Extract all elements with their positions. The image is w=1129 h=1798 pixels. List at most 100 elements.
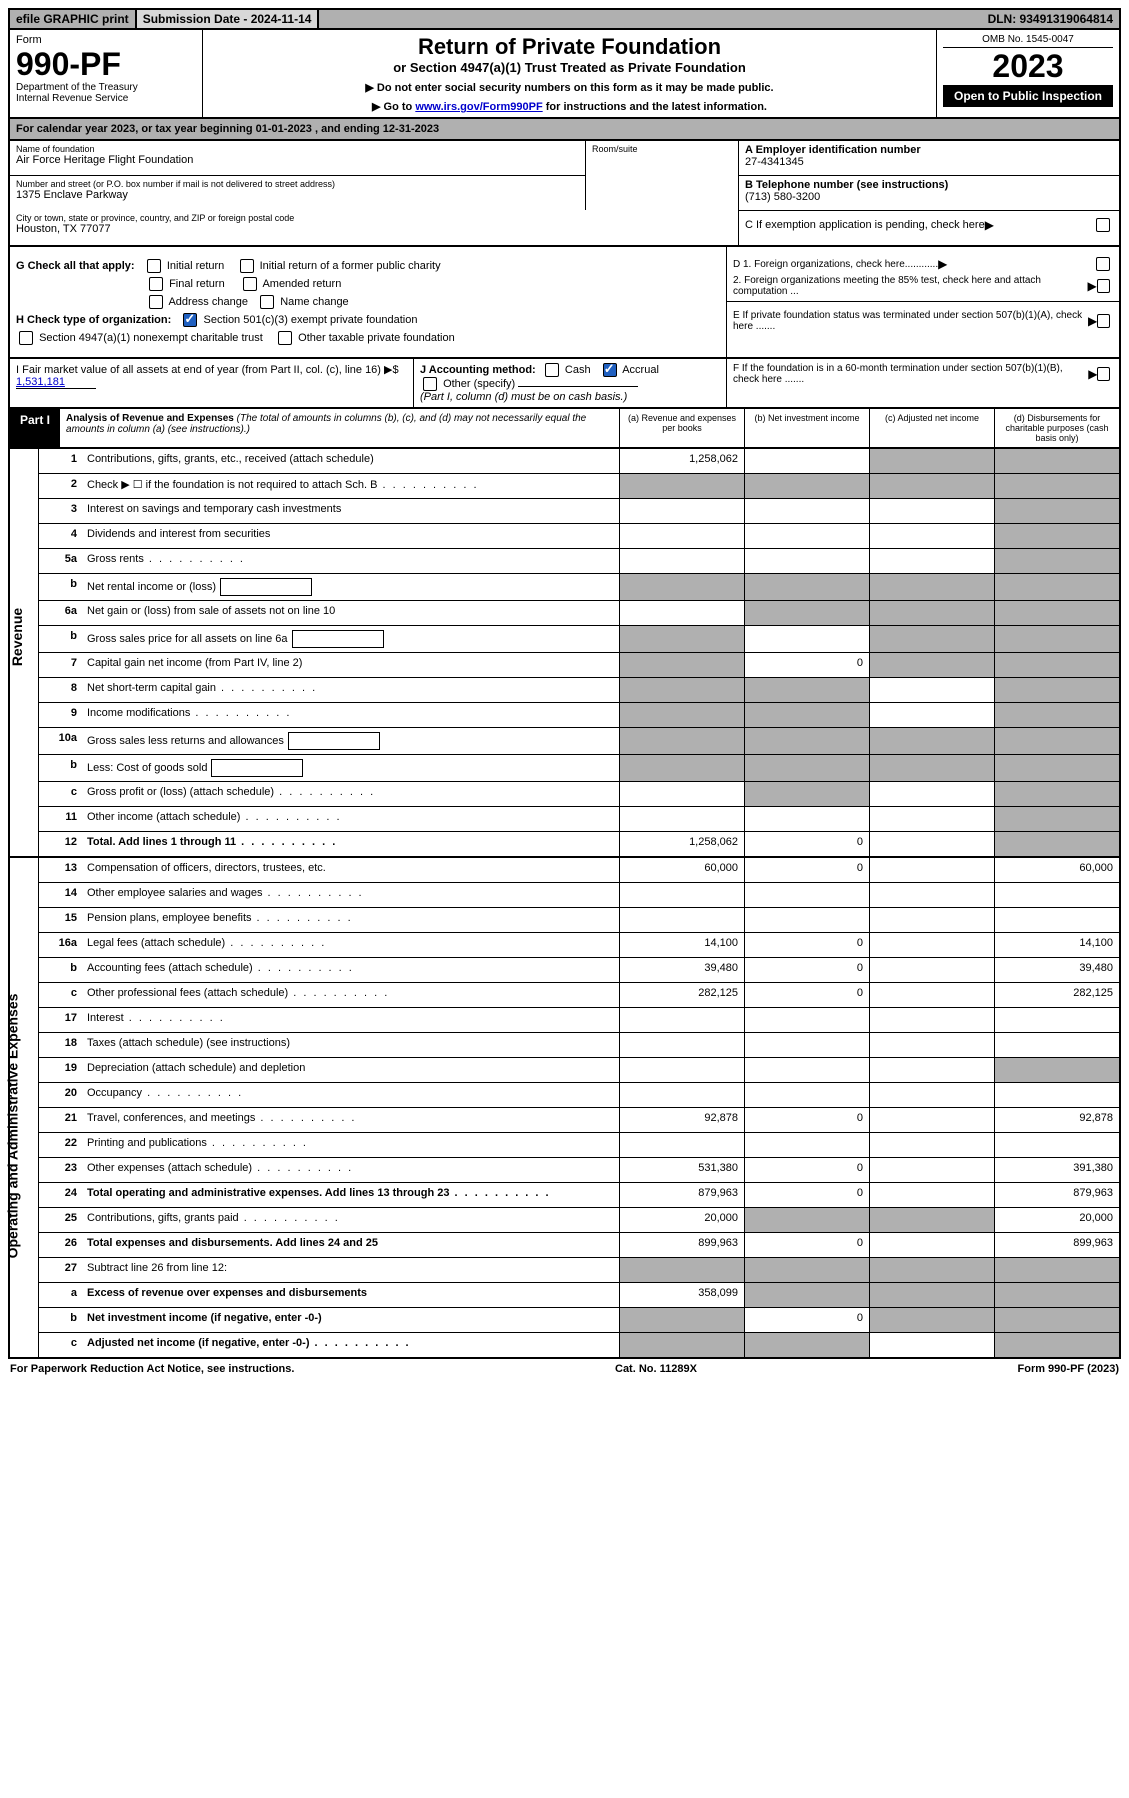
d2-cb[interactable] [1097, 279, 1110, 293]
value-cell [619, 1058, 744, 1082]
value-cell [994, 601, 1119, 625]
value-cell [869, 1008, 994, 1032]
ein-value: 27-4341345 [745, 156, 1113, 168]
value-cell [744, 524, 869, 548]
g-initial-former-cb[interactable] [240, 259, 254, 273]
dept-treasury: Department of the Treasury [16, 82, 196, 93]
value-cell [619, 601, 744, 625]
form-label: Form [16, 34, 196, 46]
value-cell [869, 983, 994, 1007]
value-cell [994, 807, 1119, 831]
h-label: H Check type of organization: [16, 314, 171, 326]
line-number: c [39, 782, 81, 806]
h-501c3-cb[interactable] [183, 313, 197, 327]
line-number: c [39, 1333, 81, 1357]
f-cb[interactable] [1097, 367, 1110, 381]
line-number: 9 [39, 703, 81, 727]
g-amended-cb[interactable] [243, 277, 257, 291]
value-cell [619, 1333, 744, 1357]
value-cell: 60,000 [619, 858, 744, 882]
value-cell [619, 782, 744, 806]
value-cell [619, 499, 744, 523]
instructions-link-line: ▶ Go to www.irs.gov/Form990PF for instru… [209, 100, 930, 113]
value-cell: 879,963 [994, 1183, 1119, 1207]
instructions-link[interactable]: www.irs.gov/Form990PF [415, 101, 542, 113]
value-cell [869, 1158, 994, 1182]
line-number: 26 [39, 1233, 81, 1257]
i-fmv-link[interactable]: 1,531,181 [16, 376, 96, 389]
line-number: 21 [39, 1108, 81, 1132]
line-number: b [39, 958, 81, 982]
h-other-cb[interactable] [278, 331, 292, 345]
line-description: Check ▶ ☐ if the foundation is not requi… [81, 474, 619, 498]
j-accrual-cb[interactable] [603, 363, 617, 377]
col-b-header: (b) Net investment income [744, 409, 869, 447]
j-cash-cb[interactable] [545, 363, 559, 377]
table-row: 15Pension plans, employee benefits [39, 908, 1119, 933]
g-final-return-cb[interactable] [149, 277, 163, 291]
g-opt-1: Initial return of a former public charit… [260, 260, 441, 272]
e-cb[interactable] [1097, 314, 1110, 328]
g-opt-0: Initial return [167, 260, 224, 272]
value-cell [869, 549, 994, 573]
value-cell [744, 782, 869, 806]
table-row: 26Total expenses and disbursements. Add … [39, 1233, 1119, 1258]
value-cell [744, 678, 869, 702]
value-cell: 0 [744, 858, 869, 882]
note2-pre: ▶ Go to [372, 101, 415, 113]
value-cell [619, 908, 744, 932]
j-accrual: Accrual [622, 364, 659, 376]
foundation-address: 1375 Enclave Parkway [16, 189, 579, 201]
value-cell [994, 574, 1119, 600]
efile-print[interactable]: efile GRAPHIC print [10, 10, 137, 28]
value-cell [994, 499, 1119, 523]
line-description: Income modifications [81, 703, 619, 727]
value-cell [994, 755, 1119, 781]
value-cell: 20,000 [619, 1208, 744, 1232]
line-number: 7 [39, 653, 81, 677]
e-label: E If private foundation status was termi… [733, 310, 1088, 332]
tel-label: B Telephone number (see instructions) [745, 179, 1113, 191]
j-other: Other (specify) [443, 378, 515, 390]
expenses-side-label: Operating and Administrative Expenses [4, 994, 20, 1259]
value-cell [869, 626, 994, 652]
value-cell [994, 653, 1119, 677]
g-name-change-cb[interactable] [260, 295, 274, 309]
c-pending-checkbox[interactable] [1096, 218, 1110, 232]
d1-cb[interactable] [1096, 257, 1110, 271]
value-cell [994, 1133, 1119, 1157]
j-other-cb[interactable] [423, 377, 437, 391]
value-cell: 1,258,062 [619, 832, 744, 856]
g-opt-5: Name change [280, 296, 349, 308]
line-number: 24 [39, 1183, 81, 1207]
table-row: cOther professional fees (attach schedul… [39, 983, 1119, 1008]
value-cell [994, 832, 1119, 856]
value-cell: 0 [744, 1233, 869, 1257]
dln: DLN: 93491319064814 [982, 10, 1119, 28]
d2-label: 2. Foreign organizations meeting the 85%… [733, 275, 1087, 297]
value-cell [869, 883, 994, 907]
value-cell [869, 1058, 994, 1082]
footer-left: For Paperwork Reduction Act Notice, see … [10, 1363, 294, 1375]
value-cell: 39,480 [994, 958, 1119, 982]
line-description: Dividends and interest from securities [81, 524, 619, 548]
expenses-table: Operating and Administrative Expenses 13… [8, 858, 1121, 1359]
value-cell [994, 449, 1119, 473]
line-number: 25 [39, 1208, 81, 1232]
value-cell [869, 1258, 994, 1282]
value-cell: 39,480 [619, 958, 744, 982]
table-row: 5aGross rents [39, 549, 1119, 574]
line-description: Net short-term capital gain [81, 678, 619, 702]
line-number: b [39, 626, 81, 652]
value-cell: 92,878 [994, 1108, 1119, 1132]
h-4947-cb[interactable] [19, 331, 33, 345]
note2-post: for instructions and the latest informat… [543, 101, 767, 113]
g-address-change-cb[interactable] [149, 295, 163, 309]
value-cell [994, 908, 1119, 932]
foundation-name: Air Force Heritage Flight Foundation [16, 154, 579, 166]
value-cell [744, 1083, 869, 1107]
checks-section: G Check all that apply: Initial return I… [8, 247, 1121, 359]
table-row: 17Interest [39, 1008, 1119, 1033]
g-initial-return-cb[interactable] [147, 259, 161, 273]
line-description: Subtract line 26 from line 12: [81, 1258, 619, 1282]
